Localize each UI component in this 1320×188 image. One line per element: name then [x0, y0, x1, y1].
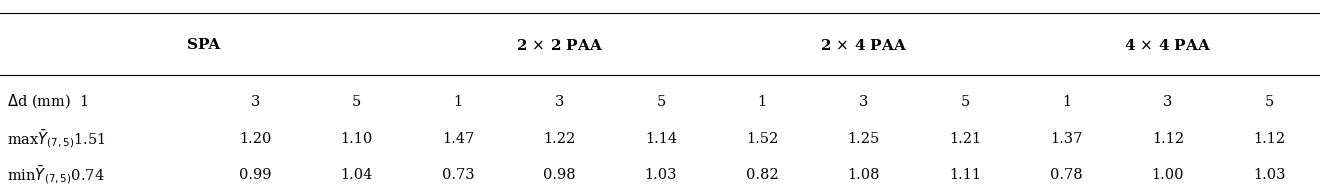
Text: 3: 3 [859, 95, 869, 108]
Text: 1.20: 1.20 [239, 132, 272, 146]
Text: 3: 3 [251, 95, 260, 108]
Text: max$\bar{Y}_{(7,5)}$1.51: max$\bar{Y}_{(7,5)}$1.51 [7, 128, 106, 150]
Text: 1.12: 1.12 [1152, 132, 1184, 146]
Text: 1.37: 1.37 [1051, 132, 1082, 146]
Text: 1: 1 [454, 95, 463, 108]
Text: 0.73: 0.73 [442, 168, 474, 182]
Text: $\Delta$d (mm)  1: $\Delta$d (mm) 1 [7, 93, 88, 110]
Text: 1.04: 1.04 [341, 168, 372, 182]
Text: 1.21: 1.21 [949, 132, 981, 146]
Text: 1.47: 1.47 [442, 132, 474, 146]
Text: 1.52: 1.52 [746, 132, 779, 146]
Text: 0.98: 0.98 [544, 168, 576, 182]
Text: 1.11: 1.11 [949, 168, 981, 182]
Text: 1.03: 1.03 [644, 168, 677, 182]
Text: 2 $\times$ 2 PAA: 2 $\times$ 2 PAA [516, 38, 603, 53]
Text: 1: 1 [758, 95, 767, 108]
Text: 5: 5 [352, 95, 362, 108]
Text: 1.22: 1.22 [544, 132, 576, 146]
Text: 1.08: 1.08 [847, 168, 880, 182]
Text: 3: 3 [1163, 95, 1172, 108]
Text: 0.78: 0.78 [1051, 168, 1082, 182]
Text: 1.10: 1.10 [341, 132, 372, 146]
Text: 4 $\times$ 4 PAA: 4 $\times$ 4 PAA [1125, 38, 1212, 53]
Text: 0.99: 0.99 [239, 168, 272, 182]
Text: 1: 1 [1061, 95, 1071, 108]
Text: 1.25: 1.25 [847, 132, 880, 146]
Text: 1.03: 1.03 [1253, 168, 1286, 182]
Text: 1.14: 1.14 [645, 132, 677, 146]
Text: 3: 3 [554, 95, 564, 108]
Text: 2 $\times$ 4 PAA: 2 $\times$ 4 PAA [820, 38, 907, 53]
Text: SPA: SPA [187, 38, 220, 52]
Text: 5: 5 [1265, 95, 1274, 108]
Text: 0.82: 0.82 [746, 168, 779, 182]
Text: 5: 5 [656, 95, 665, 108]
Text: 5: 5 [961, 95, 970, 108]
Text: 1.12: 1.12 [1253, 132, 1286, 146]
Text: min$\bar{Y}_{(7,5)}$0.74: min$\bar{Y}_{(7,5)}$0.74 [7, 164, 104, 186]
Text: 1.00: 1.00 [1151, 168, 1184, 182]
